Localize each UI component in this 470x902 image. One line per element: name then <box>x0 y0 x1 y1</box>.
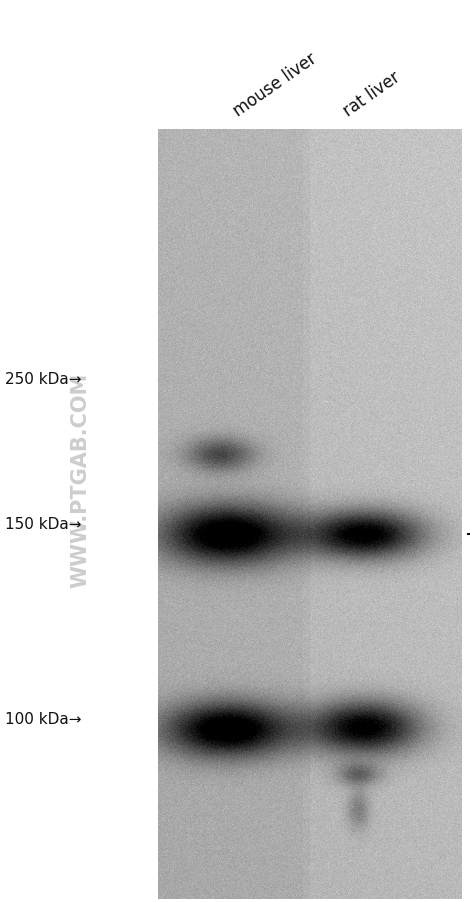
Text: rat liver: rat liver <box>340 68 404 120</box>
Text: 150 kDa→: 150 kDa→ <box>5 517 81 532</box>
Text: 100 kDa→: 100 kDa→ <box>5 712 81 727</box>
Text: 250 kDa→: 250 kDa→ <box>5 373 81 387</box>
Text: WWW.PTGAB.COM: WWW.PTGAB.COM <box>70 372 90 587</box>
Text: mouse liver: mouse liver <box>230 50 320 120</box>
